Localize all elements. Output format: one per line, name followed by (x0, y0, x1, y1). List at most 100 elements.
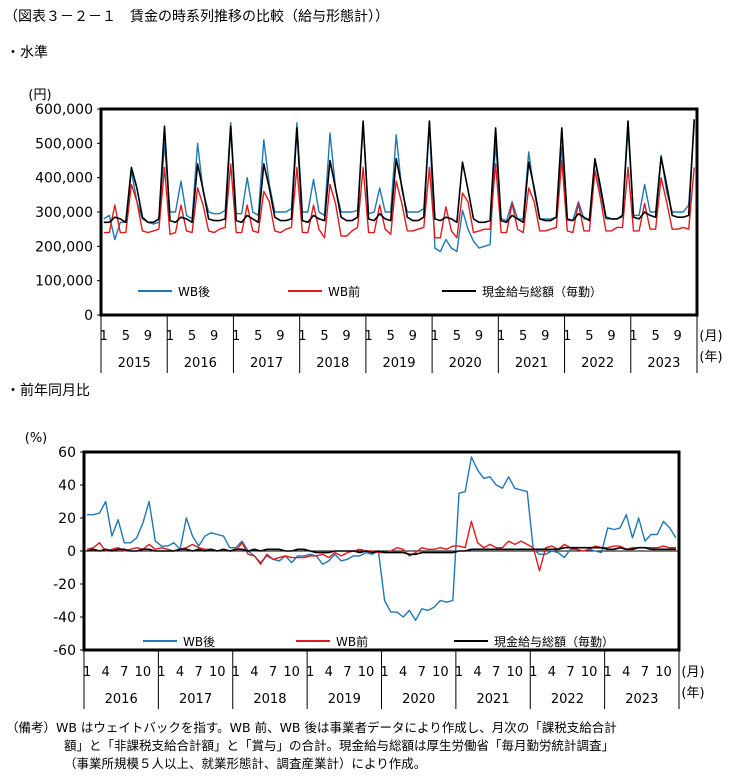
y-tick-label: -20 (53, 577, 76, 593)
x-month-label: 10 (209, 665, 226, 680)
x-month-label: 1 (380, 665, 388, 680)
x-month-label: 7 (418, 665, 426, 680)
footnote-line-1: （備考）WB はウェイトバックを指す。WB 前、WB 後は事業者データにより作成… (6, 720, 617, 735)
x-month-label: 4 (176, 665, 184, 680)
x-month-label: 9 (541, 329, 549, 344)
x-month-label: 1 (529, 665, 537, 680)
x-month-label: 10 (581, 665, 598, 680)
x-month-label: 5 (254, 329, 262, 344)
y-tick-label: 500,000 (35, 136, 93, 152)
x-month-label: 5 (387, 329, 395, 344)
x-month-label: 7 (269, 665, 277, 680)
x-year-label: 2019 (328, 692, 361, 707)
x-year-label: 2020 (402, 692, 435, 707)
series-line-0 (87, 456, 677, 622)
wage-level-chart: 0 100,000 200,000 300,000 400,000 500,000 600,… (28, 88, 723, 373)
x-month-label: 1 (100, 329, 108, 344)
x-month-label: 1 (166, 329, 174, 344)
y-tick-label: 600,000 (35, 102, 93, 118)
x-year-label: 2020 (449, 356, 482, 371)
series-line-2 (103, 119, 695, 224)
legend-label-1: WB前 (328, 284, 360, 299)
x-month-label: 4 (622, 665, 630, 680)
x-month-label: 10 (432, 665, 449, 680)
x-month-label: 1 (365, 329, 373, 344)
y-tick-label: -40 (53, 610, 76, 626)
x-month-label: 9 (409, 329, 417, 344)
x-month-label: 10 (655, 665, 672, 680)
legend-label-2: 現金給与総額（毎勤） (482, 284, 602, 299)
x-month-label: 1 (604, 665, 612, 680)
y-unit-label: (%) (25, 431, 48, 446)
x-month-label: 10 (358, 665, 375, 680)
x-month-label: 9 (144, 329, 152, 344)
x-month-label: 5 (519, 329, 527, 344)
x-month-label: 5 (651, 329, 659, 344)
x-year-label: 2022 (551, 692, 584, 707)
x-year-label: 2016 (105, 692, 138, 707)
x-year-label: 2018 (253, 692, 286, 707)
panel-yoy-label: ・前年同月比 (6, 383, 90, 399)
x-year-label: 2021 (515, 356, 548, 371)
legend-label-1: WB前 (336, 634, 368, 649)
y-tick-label: 40 (58, 478, 76, 494)
series-line-1 (103, 159, 695, 239)
x-month-label: 5 (320, 329, 328, 344)
x-year-label: 2023 (647, 356, 680, 371)
y-unit-label: (円) (28, 88, 51, 103)
y-tick-label: 60 (58, 445, 76, 461)
x-month-label: 9 (674, 329, 682, 344)
x-year-label: 2017 (179, 692, 212, 707)
x-month-label: 9 (276, 329, 284, 344)
x-month-label: 4 (473, 665, 481, 680)
x-month-label: 4 (250, 665, 258, 680)
footnote-line-2: 額」と「非課税支給合計額」と「賞与」の合計。現金給与総額は厚生労働省「毎月勤労統… (64, 738, 615, 753)
x-month-label: 1 (298, 329, 306, 344)
x-month-label: 1 (497, 329, 505, 344)
x-month-label: 7 (343, 665, 351, 680)
x-year-label: 2016 (184, 356, 217, 371)
x-month-label: 4 (399, 665, 407, 680)
x-month-label: 1 (232, 329, 240, 344)
x-month-label: 10 (135, 665, 152, 680)
x-month-label: 9 (607, 329, 615, 344)
y-tick-label: 20 (58, 511, 76, 527)
x-month-label: 1 (232, 665, 240, 680)
footnote-line-3: （事業所規模５人以上、就業形態計、調査産業計）により作成。 (64, 756, 427, 771)
plot-frame (82, 450, 681, 652)
x-month-label: 1 (431, 329, 439, 344)
x-month-label: 10 (506, 665, 523, 680)
footnote: （備考）WB はウェイトバックを指す。WB 前、WB 後は事業者データにより作成… (6, 719, 734, 773)
panel-level-label: ・水準 (6, 45, 48, 61)
y-tick-label: 200,000 (35, 239, 93, 255)
x-month-unit: (月) (681, 665, 704, 680)
x-month-label: 1 (629, 329, 637, 344)
x-month-label: 9 (342, 329, 350, 344)
x-year-unit: (年) (699, 350, 722, 365)
x-month-label: 7 (195, 665, 203, 680)
x-year-label: 2015 (118, 356, 151, 371)
figure-title: （図表３－２－１ 賃金の時系列推移の比較（給与形態計）） (4, 9, 389, 25)
x-year-label: 2022 (581, 356, 614, 371)
x-month-label: 5 (122, 329, 130, 344)
series-line-2 (86, 546, 676, 556)
x-month-label: 1 (455, 665, 463, 680)
plot-frame (99, 107, 699, 317)
x-month-label: 7 (566, 665, 574, 680)
x-month-label: 4 (325, 665, 333, 680)
x-month-label: 9 (475, 329, 483, 344)
x-year-label: 2019 (382, 356, 415, 371)
x-month-label: 7 (120, 665, 128, 680)
y-tick-label: 400,000 (35, 171, 93, 187)
x-month-label: 7 (492, 665, 500, 680)
series-line-1 (86, 520, 676, 572)
x-month-label: 4 (548, 665, 556, 680)
y-tick-label: 0 (84, 308, 93, 324)
y-tick-label: 300,000 (35, 205, 93, 221)
x-year-label: 2023 (625, 692, 658, 707)
y-tick-label: -60 (53, 643, 76, 659)
y-tick-label: 0 (67, 544, 76, 560)
x-month-label: 10 (283, 665, 300, 680)
legend-label-2: 現金給与総額（毎勤） (494, 634, 614, 649)
